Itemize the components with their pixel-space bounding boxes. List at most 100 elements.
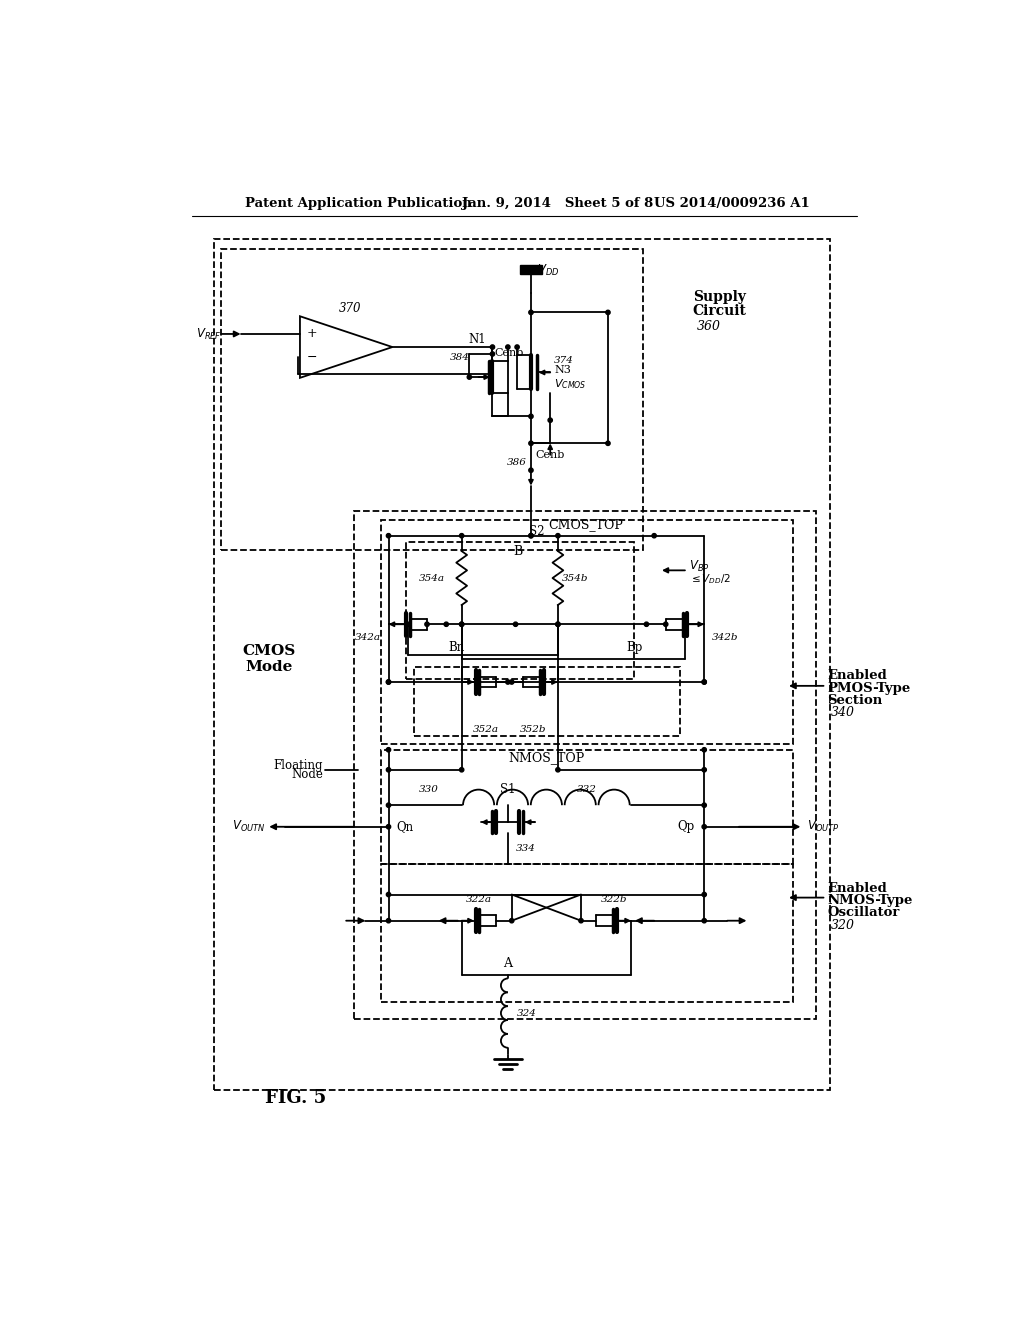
Text: 330: 330 xyxy=(419,785,438,795)
Text: $\leq V_{DD}/2$: $\leq V_{DD}/2$ xyxy=(689,573,731,586)
Text: $V_{CMOS}$: $V_{CMOS}$ xyxy=(554,378,587,391)
Text: $V_{BP}$: $V_{BP}$ xyxy=(689,558,710,574)
Text: 386: 386 xyxy=(507,458,527,467)
Circle shape xyxy=(702,919,707,923)
Circle shape xyxy=(515,345,519,350)
Text: N1: N1 xyxy=(469,333,486,346)
Text: CMOS_TOP: CMOS_TOP xyxy=(548,519,623,532)
Circle shape xyxy=(386,747,391,752)
Text: 354b: 354b xyxy=(562,574,588,582)
Text: 322a: 322a xyxy=(466,895,492,904)
Text: 354a: 354a xyxy=(419,574,444,582)
Circle shape xyxy=(506,345,510,350)
Circle shape xyxy=(556,533,560,537)
Text: Floating: Floating xyxy=(273,759,323,772)
Circle shape xyxy=(490,345,495,350)
Text: 324: 324 xyxy=(517,1008,537,1018)
Text: Bp: Bp xyxy=(627,640,643,653)
Text: NMOS-Type: NMOS-Type xyxy=(827,894,912,907)
Circle shape xyxy=(702,768,707,772)
Text: −: − xyxy=(306,351,316,363)
Circle shape xyxy=(386,680,391,684)
Text: 342a: 342a xyxy=(354,632,381,642)
Circle shape xyxy=(386,892,391,896)
Circle shape xyxy=(386,919,391,923)
Text: Section: Section xyxy=(827,694,883,708)
Circle shape xyxy=(702,892,707,896)
Text: Patent Application Publication: Patent Application Publication xyxy=(245,197,471,210)
Text: 352b: 352b xyxy=(520,725,547,734)
Text: 322b: 322b xyxy=(601,895,628,904)
Circle shape xyxy=(528,533,534,537)
Circle shape xyxy=(513,622,518,627)
Text: $V_{OUTP}$: $V_{OUTP}$ xyxy=(807,820,839,834)
Circle shape xyxy=(406,622,410,627)
Circle shape xyxy=(386,768,391,772)
Text: +: + xyxy=(306,327,316,341)
Circle shape xyxy=(467,375,471,379)
Circle shape xyxy=(548,418,552,422)
Circle shape xyxy=(579,919,583,923)
Text: US 2014/0009236 A1: US 2014/0009236 A1 xyxy=(654,197,810,210)
Circle shape xyxy=(386,533,391,537)
Circle shape xyxy=(444,622,449,627)
Text: 352a: 352a xyxy=(473,725,500,734)
Text: Jan. 9, 2014   Sheet 5 of 8: Jan. 9, 2014 Sheet 5 of 8 xyxy=(462,197,653,210)
Text: 332: 332 xyxy=(578,785,597,795)
Circle shape xyxy=(702,680,707,684)
Text: Mode: Mode xyxy=(246,660,293,673)
Text: 384: 384 xyxy=(450,352,469,362)
Text: 374: 374 xyxy=(554,355,573,364)
Text: Bn: Bn xyxy=(449,640,465,653)
Circle shape xyxy=(606,441,610,445)
Text: Enabled: Enabled xyxy=(827,669,887,682)
Bar xyxy=(520,264,542,275)
Circle shape xyxy=(425,622,429,627)
Circle shape xyxy=(702,825,707,829)
Circle shape xyxy=(664,622,668,627)
Text: Qp: Qp xyxy=(677,820,694,833)
Text: A: A xyxy=(504,957,512,970)
Circle shape xyxy=(490,352,495,356)
Text: Cenb: Cenb xyxy=(536,450,565,459)
Circle shape xyxy=(386,825,391,829)
Circle shape xyxy=(644,622,648,627)
Text: B: B xyxy=(513,545,522,557)
Circle shape xyxy=(460,622,464,627)
Circle shape xyxy=(702,680,707,684)
Text: FIG. 5: FIG. 5 xyxy=(265,1089,327,1106)
Text: N3: N3 xyxy=(554,366,571,375)
Circle shape xyxy=(683,622,687,627)
Circle shape xyxy=(528,441,534,445)
Text: Qn: Qn xyxy=(396,820,414,833)
Text: 334: 334 xyxy=(515,843,536,853)
Polygon shape xyxy=(300,317,392,378)
Circle shape xyxy=(702,747,707,752)
Text: 360: 360 xyxy=(696,319,721,333)
Text: $V_{DD}$: $V_{DD}$ xyxy=(538,263,559,277)
Text: $V_{REF}$: $V_{REF}$ xyxy=(196,326,221,342)
Circle shape xyxy=(506,680,510,684)
Text: Supply: Supply xyxy=(692,290,745,304)
Text: 320: 320 xyxy=(831,919,855,932)
Text: S2: S2 xyxy=(528,524,544,537)
Circle shape xyxy=(460,533,464,537)
Text: 342b: 342b xyxy=(712,632,738,642)
Circle shape xyxy=(556,622,560,627)
Circle shape xyxy=(652,533,656,537)
Circle shape xyxy=(386,803,391,808)
Text: CMOS: CMOS xyxy=(243,644,296,659)
Text: $V_{OUTN}$: $V_{OUTN}$ xyxy=(231,820,265,834)
Circle shape xyxy=(528,414,534,418)
Circle shape xyxy=(528,533,534,537)
Circle shape xyxy=(386,680,391,684)
Text: Node: Node xyxy=(291,768,323,781)
Text: PMOS-Type: PMOS-Type xyxy=(827,681,910,694)
Circle shape xyxy=(460,622,464,627)
Circle shape xyxy=(528,310,534,314)
Circle shape xyxy=(510,680,514,684)
Circle shape xyxy=(556,622,560,627)
Text: NMOS_TOP: NMOS_TOP xyxy=(508,751,584,764)
Circle shape xyxy=(510,919,514,923)
Text: Circuit: Circuit xyxy=(692,304,746,318)
